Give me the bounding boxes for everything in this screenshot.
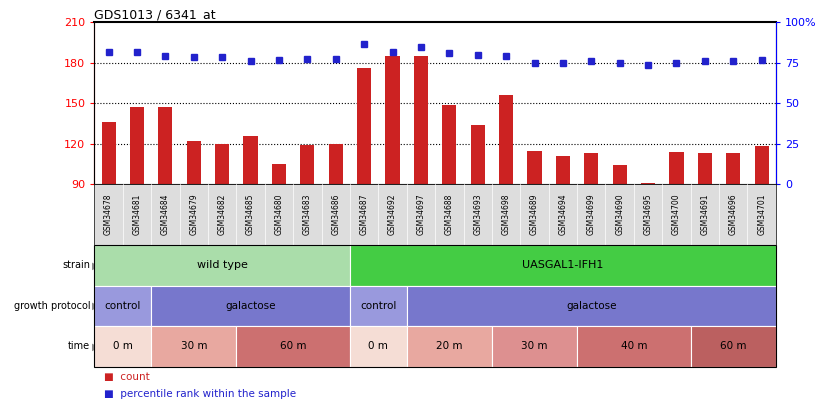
Bar [527,151,542,184]
Bar [556,156,570,184]
Text: control: control [360,301,397,311]
Bar [669,152,684,184]
Bar [130,107,144,184]
Text: ▶: ▶ [92,260,99,270]
Text: GSM34694: GSM34694 [558,194,567,235]
Bar [499,95,513,184]
Text: GSM34697: GSM34697 [416,194,425,235]
Text: 20 m: 20 m [436,341,462,351]
Text: time: time [68,341,90,351]
Bar [300,145,314,184]
Text: GSM34690: GSM34690 [615,194,624,235]
Text: UASGAL1-IFH1: UASGAL1-IFH1 [522,260,603,270]
Bar [585,153,599,184]
Text: GSM34679: GSM34679 [190,194,199,235]
Text: 60 m: 60 m [720,341,746,351]
Bar [215,144,229,184]
Text: GSM34685: GSM34685 [246,194,255,235]
Text: GSM34689: GSM34689 [530,194,539,235]
Text: GSM34682: GSM34682 [218,194,227,235]
Text: GSM34696: GSM34696 [729,194,738,235]
Text: growth protocol: growth protocol [14,301,90,311]
Text: GSM34695: GSM34695 [644,194,653,235]
Text: 30 m: 30 m [181,341,207,351]
Text: strain: strain [62,260,90,270]
Text: GSM34686: GSM34686 [331,194,340,235]
Bar [443,104,456,184]
Text: GSM34699: GSM34699 [587,194,596,235]
Text: 40 m: 40 m [621,341,647,351]
Bar [754,147,768,184]
Text: GSM34678: GSM34678 [104,194,113,235]
Text: 0 m: 0 m [369,341,388,351]
Text: GSM34701: GSM34701 [757,194,766,235]
Text: GSM34680: GSM34680 [274,194,283,235]
Text: GSM34691: GSM34691 [700,194,709,235]
Text: GSM34698: GSM34698 [502,194,511,235]
Bar [244,136,258,184]
Text: 60 m: 60 m [280,341,306,351]
Text: GSM34692: GSM34692 [388,194,397,235]
Bar [328,144,343,184]
Text: GSM34683: GSM34683 [303,194,312,235]
Bar [272,164,286,184]
Bar [186,141,201,184]
Text: GSM34681: GSM34681 [132,194,141,235]
Bar [641,183,655,184]
Text: GDS1013 / 6341_at: GDS1013 / 6341_at [94,8,216,21]
Text: control: control [104,301,141,311]
Text: ▶: ▶ [92,341,99,351]
Text: ▶: ▶ [92,301,99,311]
Text: wild type: wild type [197,260,248,270]
Text: GSM34700: GSM34700 [672,194,681,235]
Text: GSM34688: GSM34688 [445,194,454,235]
Bar [102,122,116,184]
Text: galactose: galactose [566,301,617,311]
Bar [698,153,712,184]
Text: 0 m: 0 m [112,341,133,351]
Text: ■  percentile rank within the sample: ■ percentile rank within the sample [104,389,296,399]
Text: GSM34684: GSM34684 [161,194,170,235]
Text: GSM34693: GSM34693 [473,194,482,235]
Text: GSM34687: GSM34687 [360,194,369,235]
Bar [158,107,172,184]
Text: 30 m: 30 m [521,341,548,351]
Bar [385,56,400,184]
Bar [414,56,428,184]
Bar [726,153,741,184]
Bar [612,165,626,184]
Bar [357,68,371,184]
Text: ■  count: ■ count [104,372,150,382]
Bar [470,125,485,184]
Text: galactose: galactose [225,301,276,311]
